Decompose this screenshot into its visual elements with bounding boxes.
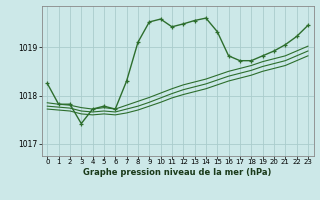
X-axis label: Graphe pression niveau de la mer (hPa): Graphe pression niveau de la mer (hPa) (84, 168, 272, 177)
